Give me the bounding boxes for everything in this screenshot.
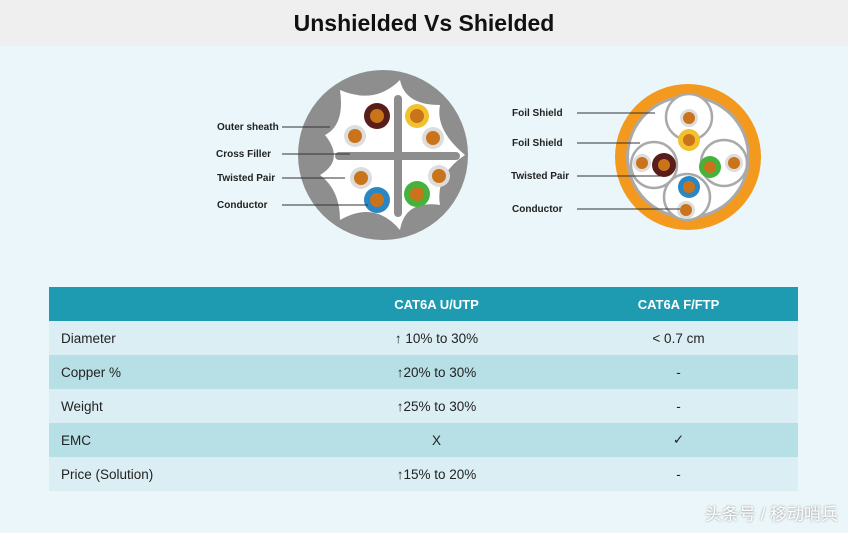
ftp-value: < 0.7 cm bbox=[559, 321, 798, 355]
table-row: Copper % ↑20% to 30% - bbox=[49, 355, 798, 389]
ftp-value: - bbox=[559, 355, 798, 389]
label-twisted-pair: Twisted Pair bbox=[511, 171, 569, 182]
pair-blue bbox=[677, 176, 700, 219]
table-row: Diameter ↑ 10% to 30% < 0.7 cm bbox=[49, 321, 798, 355]
label-cross-filler: Cross Filler bbox=[216, 149, 271, 160]
label-outer-sheath: Outer sheath bbox=[217, 122, 279, 133]
table-row: Weight ↑25% to 30% - bbox=[49, 389, 798, 423]
row-label: Copper % bbox=[49, 355, 314, 389]
pair-brown bbox=[633, 153, 676, 177]
ftp-value: ✓ bbox=[559, 423, 798, 457]
header-blank bbox=[49, 287, 314, 321]
row-label: EMC bbox=[49, 423, 314, 457]
row-label: Price (Solution) bbox=[49, 457, 314, 491]
pair-brown bbox=[344, 103, 390, 147]
pair-blue bbox=[350, 167, 390, 213]
utp-value: ↑20% to 30% bbox=[314, 355, 559, 389]
table-row: Price (Solution) ↑15% to 20% - bbox=[49, 457, 798, 491]
pair-green bbox=[699, 154, 743, 178]
pair-green bbox=[404, 165, 450, 207]
row-label: Weight bbox=[49, 389, 314, 423]
utp-cable-diagram: Outer sheath Cross Filler Twisted Pair C… bbox=[216, 70, 468, 240]
pair-orange bbox=[678, 109, 700, 151]
utp-value: X bbox=[314, 423, 559, 457]
label-conductor: Conductor bbox=[217, 200, 268, 211]
ftp-value: - bbox=[559, 389, 798, 423]
comparison-table: CAT6A U/UTP CAT6A F/FTP Diameter ↑ 10% to… bbox=[49, 287, 798, 491]
label-conductor: Conductor bbox=[512, 204, 563, 215]
table-row: EMC X ✓ bbox=[49, 423, 798, 457]
row-label: Diameter bbox=[49, 321, 314, 355]
ftp-cable-diagram: Foil Shield Foil Shield Twisted Pair Con… bbox=[511, 84, 761, 230]
page-title: Unshielded Vs Shielded bbox=[293, 9, 555, 36]
utp-value: ↑15% to 20% bbox=[314, 457, 559, 491]
pair-orange bbox=[405, 104, 444, 149]
label-foil-shield-pair: Foil Shield bbox=[512, 138, 563, 149]
label-twisted-pair: Twisted Pair bbox=[217, 173, 275, 184]
ftp-value: - bbox=[559, 457, 798, 491]
header-utp: CAT6A U/UTP bbox=[314, 287, 559, 321]
utp-value: ↑25% to 30% bbox=[314, 389, 559, 423]
label-foil-shield-outer: Foil Shield bbox=[512, 108, 563, 119]
header-ftp: CAT6A F/FTP bbox=[559, 287, 798, 321]
title-bar: Unshielded Vs Shielded bbox=[0, 0, 848, 46]
utp-value: ↑ 10% to 30% bbox=[314, 321, 559, 355]
watermark: 头条号 / 移动哨兵 bbox=[704, 505, 838, 524]
table-header-row: CAT6A U/UTP CAT6A F/FTP bbox=[49, 287, 798, 321]
